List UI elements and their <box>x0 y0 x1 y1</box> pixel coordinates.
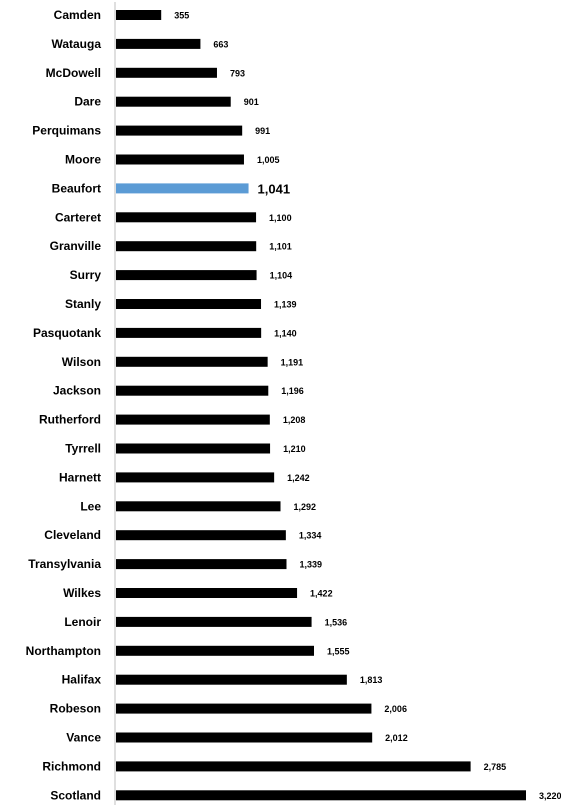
value-label-mcdowell: 793 <box>230 68 245 78</box>
value-label-transylvania: 1,339 <box>299 560 322 570</box>
value-label-perquimans: 991 <box>255 126 270 136</box>
category-label-lee: Lee <box>80 499 101 513</box>
bar-scotland <box>116 790 526 801</box>
category-label-tyrrell: Tyrrell <box>65 442 101 456</box>
value-label-wilkes: 1,422 <box>310 589 333 599</box>
category-label-mcdowell: McDowell <box>46 66 101 80</box>
bar-watauga <box>116 38 201 49</box>
category-label-transylvania: Transylvania <box>28 557 101 571</box>
value-label-camden: 355 <box>174 11 189 21</box>
value-label-beaufort: 1,041 <box>258 181 291 196</box>
value-label-scotland: 3,220 <box>539 791 561 801</box>
bar-northampton <box>116 645 314 656</box>
bar-perquimans <box>116 125 243 136</box>
category-labels-group: Camden Watauga McDowell Dare Perquimans Moore… <box>26 8 102 802</box>
value-label-rutherford: 1,208 <box>283 415 306 425</box>
value-label-watauga: 663 <box>213 39 228 49</box>
bar-cleveland <box>116 530 286 541</box>
bar-pasquotank <box>116 327 262 338</box>
value-label-lee: 1,292 <box>294 502 317 512</box>
bar-moore <box>116 154 244 165</box>
bar-vance <box>116 732 373 743</box>
category-label-granville: Granville <box>50 239 102 253</box>
value-label-robeson: 2,006 <box>384 704 407 714</box>
category-label-richmond: Richmond <box>42 759 101 773</box>
bar-tyrrell <box>116 443 271 454</box>
value-label-cleveland: 1,334 <box>299 531 322 541</box>
value-label-wilson: 1,191 <box>281 357 304 367</box>
value-labels-group: 355 663 793 901 991 1,005 1,041 1,100 1,101 1,104… <box>174 11 561 801</box>
value-label-granville: 1,101 <box>269 242 292 252</box>
category-label-carteret: Carteret <box>55 210 101 224</box>
category-label-robeson: Robeson <box>50 702 101 716</box>
bar-lee <box>116 501 281 512</box>
bar-jackson <box>116 385 269 396</box>
category-label-cleveland: Cleveland <box>44 528 101 542</box>
bar-camden <box>116 10 162 20</box>
value-label-stanly: 1,139 <box>274 300 297 310</box>
category-label-pasquotank: Pasquotank <box>33 326 101 340</box>
value-label-northampton: 1,555 <box>327 646 350 656</box>
category-label-northampton: Northampton <box>26 644 101 658</box>
bar-lenoir <box>116 616 312 627</box>
category-label-surry: Surry <box>70 268 102 282</box>
category-label-dare: Dare <box>74 95 101 109</box>
value-label-surry: 1,104 <box>270 271 293 281</box>
bar-stanly <box>116 299 262 309</box>
bar-carteret <box>116 212 257 223</box>
bar-robeson <box>116 703 372 714</box>
bar-wilson <box>116 356 268 367</box>
value-label-jackson: 1,196 <box>281 386 304 396</box>
bar-halifax <box>116 674 347 685</box>
category-label-camden: Camden <box>54 8 101 22</box>
category-label-scotland: Scotland <box>50 788 101 802</box>
value-label-richmond: 2,785 <box>484 762 507 772</box>
bar-dare <box>116 96 231 107</box>
bar-harnett <box>116 472 275 483</box>
bars-group <box>116 10 526 801</box>
bar-beaufort <box>116 183 249 194</box>
value-label-pasquotank: 1,140 <box>274 328 297 338</box>
category-label-stanly: Stanly <box>65 297 101 311</box>
category-label-vance: Vance <box>66 731 101 745</box>
bar-richmond <box>116 761 471 772</box>
value-label-tyrrell: 1,210 <box>283 444 306 454</box>
category-label-beaufort: Beaufort <box>52 181 101 195</box>
category-label-rutherford: Rutherford <box>39 413 101 427</box>
category-label-harnett: Harnett <box>59 470 101 484</box>
bar-mcdowell <box>116 67 217 78</box>
value-label-carteret: 1,100 <box>269 213 292 223</box>
category-label-wilkes: Wilkes <box>63 586 101 600</box>
bar-rutherford <box>116 414 270 425</box>
value-label-moore: 1,005 <box>257 155 280 165</box>
value-label-dare: 901 <box>244 97 259 107</box>
value-label-halifax: 1,813 <box>360 675 383 685</box>
bar-granville <box>116 241 257 252</box>
value-label-vance: 2,012 <box>385 733 408 743</box>
value-label-harnett: 1,242 <box>287 473 310 483</box>
category-label-moore: Moore <box>65 153 101 167</box>
value-label-lenoir: 1,536 <box>325 617 348 627</box>
category-label-perquimans: Perquimans <box>32 124 101 138</box>
category-label-watauga: Watauga <box>51 37 101 51</box>
category-label-halifax: Halifax <box>62 673 102 687</box>
category-label-lenoir: Lenoir <box>64 615 101 629</box>
bar-transylvania <box>116 559 287 570</box>
bar-surry <box>116 270 257 281</box>
bar-wilkes <box>116 588 298 598</box>
category-label-wilson: Wilson <box>62 355 101 369</box>
category-label-jackson: Jackson <box>53 384 101 398</box>
